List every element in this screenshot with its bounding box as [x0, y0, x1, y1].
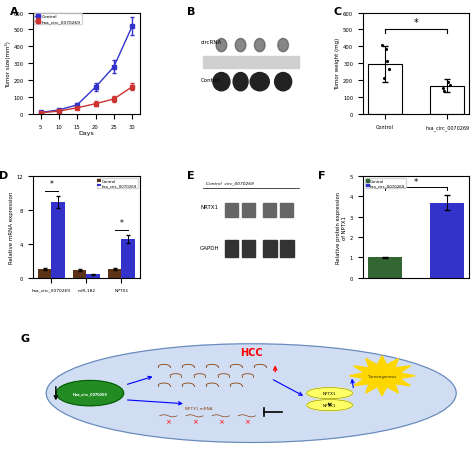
Legend: Control, hsa_circ_0070269: Control, hsa_circ_0070269 — [34, 14, 82, 25]
Point — [439, 86, 447, 93]
Bar — [121, 239, 135, 278]
Ellipse shape — [213, 74, 230, 92]
Text: NPTX1: NPTX1 — [323, 391, 337, 395]
Ellipse shape — [250, 74, 269, 92]
Text: NPTX1: NPTX1 — [323, 403, 337, 407]
Text: *: * — [119, 218, 123, 227]
Ellipse shape — [255, 39, 265, 53]
Ellipse shape — [56, 381, 124, 406]
Text: G: G — [20, 334, 29, 344]
Y-axis label: Tumor size(mm³): Tumor size(mm³) — [5, 41, 10, 87]
Bar — [38, 270, 51, 278]
Ellipse shape — [216, 39, 227, 53]
Ellipse shape — [274, 74, 292, 92]
Text: Tumorigenesis: Tumorigenesis — [368, 374, 396, 378]
Text: NPTX1 mRNA: NPTX1 mRNA — [185, 406, 213, 410]
Point — [440, 88, 448, 96]
Text: *: * — [414, 18, 419, 28]
Point — [383, 58, 391, 65]
Y-axis label: Relative protein expression
of NPTX1: Relative protein expression of NPTX1 — [336, 192, 347, 263]
Legend: Control, hsa_circ_0070269: Control, hsa_circ_0070269 — [97, 179, 137, 189]
Bar — [203, 57, 299, 69]
Text: C: C — [333, 8, 341, 18]
Point — [447, 82, 454, 89]
Text: NRTX1: NRTX1 — [200, 205, 218, 210]
Y-axis label: Tumor weight (mg): Tumor weight (mg) — [335, 38, 340, 90]
Bar — [51, 202, 64, 278]
Text: *: * — [49, 180, 53, 189]
Text: *: * — [414, 178, 418, 187]
Text: B: B — [187, 8, 196, 18]
Bar — [430, 87, 465, 115]
Ellipse shape — [235, 39, 246, 53]
Bar — [368, 65, 402, 115]
Ellipse shape — [307, 388, 353, 399]
Legend: Control, hsa_circ_0070269: Control, hsa_circ_0070269 — [365, 179, 406, 189]
Point — [444, 79, 452, 87]
Text: E: E — [187, 170, 195, 181]
Bar — [73, 271, 86, 278]
Text: Hsa_circ_0070269: Hsa_circ_0070269 — [73, 391, 107, 395]
Ellipse shape — [46, 344, 456, 442]
Text: HCC: HCC — [240, 347, 263, 357]
Text: Control: Control — [201, 78, 221, 83]
Bar — [430, 203, 465, 278]
Bar — [108, 270, 121, 278]
Text: circRNA: circRNA — [201, 39, 222, 44]
Text: F: F — [318, 170, 326, 181]
Text: ×: × — [244, 418, 250, 424]
Ellipse shape — [233, 74, 248, 92]
Ellipse shape — [307, 400, 353, 411]
Polygon shape — [349, 356, 415, 396]
Point — [385, 67, 392, 74]
Point — [382, 46, 390, 54]
Bar — [86, 275, 100, 278]
X-axis label: Days: Days — [79, 131, 94, 136]
Point — [380, 75, 388, 82]
Text: A: A — [10, 8, 18, 18]
Text: Control  circ_0070269: Control circ_0070269 — [206, 181, 254, 185]
Text: ×: × — [191, 418, 198, 424]
Point — [378, 42, 386, 49]
Ellipse shape — [278, 39, 289, 53]
Text: ×: × — [218, 418, 224, 424]
Bar — [368, 258, 402, 278]
Y-axis label: Relative mRNA expression: Relative mRNA expression — [9, 191, 14, 263]
Text: D: D — [0, 170, 9, 181]
Text: GAPDH: GAPDH — [200, 245, 220, 250]
Text: ×: × — [165, 418, 171, 424]
